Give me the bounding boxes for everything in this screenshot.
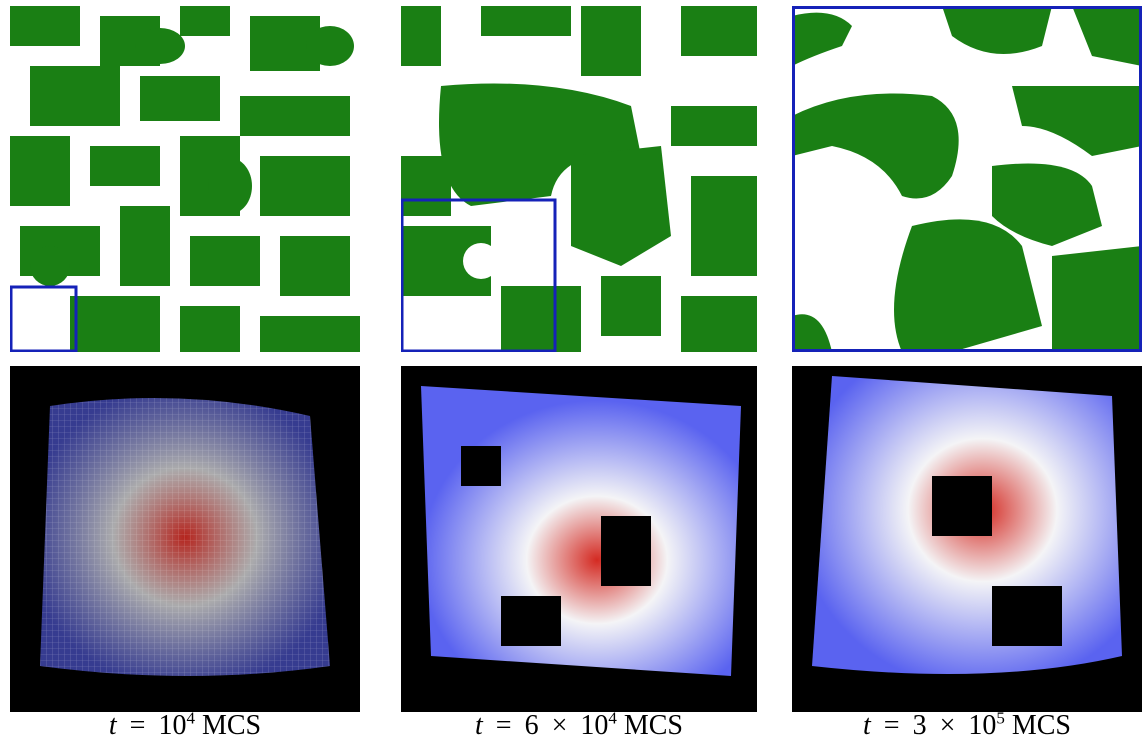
surface-mesh-1	[10, 366, 360, 712]
caption-1: t = 104 MCS	[108, 708, 262, 741]
domain-pattern-3	[792, 6, 1142, 352]
surface-render-1	[10, 366, 360, 712]
domain-snapshot-1	[10, 6, 360, 352]
surface-render-3	[792, 366, 1142, 712]
surface-mesh-3	[792, 366, 1142, 712]
domain-pattern-2	[401, 6, 757, 352]
zoom-box-2	[401, 198, 557, 352]
surface-mesh-2	[401, 366, 757, 712]
surface-render-2	[401, 366, 757, 712]
domain-pattern-1	[10, 6, 360, 352]
domain-snapshot-2	[401, 6, 757, 352]
zoom-box-1	[10, 285, 78, 352]
caption-2: t = 6 × 104 MCS	[474, 708, 684, 741]
zoom-box-3	[792, 6, 1142, 352]
domain-snapshot-3	[792, 6, 1142, 352]
caption-3: t = 3 × 105 MCS	[862, 708, 1072, 741]
